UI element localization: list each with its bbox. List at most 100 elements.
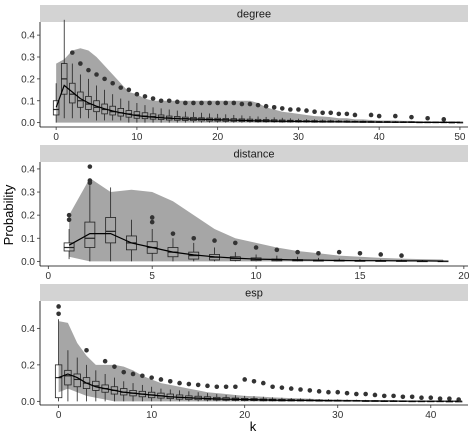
box xyxy=(105,217,117,244)
outlier-point xyxy=(121,369,127,375)
range-band xyxy=(56,48,460,123)
y-tick-label: 0.0 xyxy=(21,257,35,268)
facet-strip-label: distance xyxy=(234,149,275,161)
outlier-point xyxy=(223,384,229,390)
x-tick-label: 30 xyxy=(293,132,305,143)
outlier-point xyxy=(242,377,247,382)
outlier-point xyxy=(255,102,261,108)
outlier-point xyxy=(84,347,89,353)
x-tick-label: 20 xyxy=(458,271,470,282)
y-tick-label: 0.1 xyxy=(21,96,35,107)
outlier-point xyxy=(376,113,382,119)
outlier-point xyxy=(191,100,196,106)
outlier-point xyxy=(378,252,384,257)
outlier-point xyxy=(149,219,155,225)
box xyxy=(93,100,100,113)
y-tick-label: 0.3 xyxy=(21,188,35,199)
outlier-point xyxy=(142,94,148,99)
outlier-point xyxy=(326,389,331,395)
outlier-point xyxy=(239,101,245,107)
outlier-point xyxy=(261,380,266,386)
outlier-point xyxy=(288,386,294,391)
outlier-point xyxy=(298,387,303,392)
outlier-point xyxy=(399,253,404,258)
outlier-point xyxy=(336,249,342,255)
y-tick-label: 0.2 xyxy=(21,211,35,222)
outlier-point xyxy=(335,389,341,395)
x-axis-title: k xyxy=(250,419,257,434)
outlier-point xyxy=(212,238,217,243)
outlier-point xyxy=(307,388,313,393)
x-tick-label: 20 xyxy=(212,132,224,143)
outlier-point xyxy=(391,393,396,399)
facet-strip xyxy=(40,145,468,162)
outlier-point xyxy=(70,50,75,55)
outlier-point xyxy=(400,394,406,400)
outlier-point xyxy=(56,311,61,317)
outlier-point xyxy=(428,395,434,401)
x-tick-label: 0 xyxy=(53,132,59,143)
outlier-point xyxy=(177,380,182,386)
outlier-point xyxy=(312,109,317,114)
outlier-point xyxy=(320,110,325,116)
outlier-point xyxy=(223,100,229,106)
outlier-point xyxy=(372,392,378,398)
outlier-point xyxy=(352,112,358,118)
outlier-point xyxy=(381,393,387,399)
outlier-point xyxy=(205,383,210,389)
outlier-point xyxy=(368,112,374,118)
facet-strip xyxy=(40,5,468,22)
outlier-point xyxy=(150,96,156,101)
outlier-point xyxy=(316,389,322,394)
y-tick-label: 0.4 xyxy=(21,31,35,42)
outlier-point xyxy=(214,384,220,390)
box xyxy=(64,369,72,386)
outlier-point xyxy=(118,85,124,90)
outlier-point xyxy=(357,250,363,256)
x-tick-label: 15 xyxy=(354,271,366,282)
outlier-point xyxy=(271,105,277,110)
panel-distance: distance 0.0 0.1 0.2 0.3 0.4 0 5 10 15 20 xyxy=(21,145,470,282)
x-tick-label: 50 xyxy=(454,132,466,143)
outlier-point xyxy=(158,377,164,382)
y-tick-label: 0.2 xyxy=(21,360,35,371)
outlier-point xyxy=(354,391,359,397)
facet-strip xyxy=(40,284,468,301)
outlier-point xyxy=(140,373,145,379)
outlier-point xyxy=(316,250,321,256)
y-tick-label: 0.1 xyxy=(21,234,35,245)
outlier-point xyxy=(170,231,176,236)
outlier-point xyxy=(425,115,430,121)
outlier-point xyxy=(253,245,259,250)
outlier-point xyxy=(149,215,155,220)
y-tick-label: 0.0 xyxy=(21,118,35,129)
box xyxy=(85,95,92,110)
outlier-point xyxy=(304,108,309,113)
outlier-point xyxy=(409,114,414,120)
y-tick-label: 0.4 xyxy=(21,164,35,175)
box xyxy=(84,221,96,248)
outlier-point xyxy=(102,76,107,82)
outlier-point xyxy=(102,358,108,364)
outlier-point xyxy=(56,304,61,309)
outlier-point xyxy=(149,375,154,380)
outlier-point xyxy=(191,235,197,241)
outlier-point xyxy=(447,396,452,401)
outlier-point xyxy=(199,100,204,106)
outlier-point xyxy=(263,103,269,109)
facet-strip-label: esp xyxy=(245,288,263,300)
range-band xyxy=(69,178,444,262)
outlier-point xyxy=(363,391,368,397)
outlier-point xyxy=(66,217,72,223)
outlier-point xyxy=(336,111,342,117)
outlier-point xyxy=(270,384,275,390)
median-line xyxy=(55,84,460,123)
outlier-point xyxy=(94,72,99,77)
facet-strip-label: degree xyxy=(237,9,271,21)
outlier-point xyxy=(419,395,424,401)
outlier-point xyxy=(215,100,220,106)
outlier-point xyxy=(274,247,280,253)
outlier-point xyxy=(130,371,136,377)
outlier-point xyxy=(409,394,415,400)
